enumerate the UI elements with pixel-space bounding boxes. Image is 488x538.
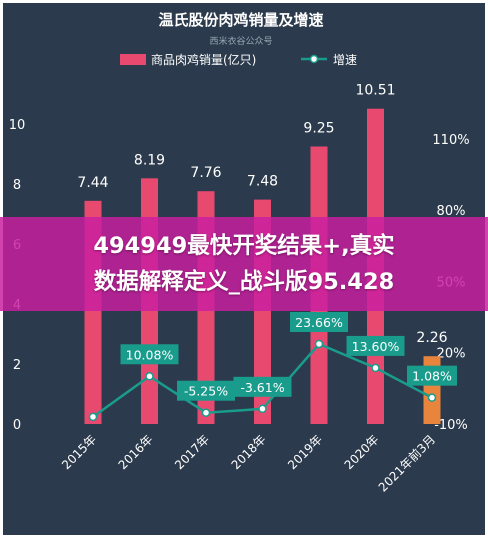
bar-value-label: 8.19 xyxy=(134,152,165,168)
growth-value-label: 1.08% xyxy=(412,369,452,384)
x-tick-label: 2019年 xyxy=(285,432,325,472)
x-tick-label: 2017年 xyxy=(172,432,212,472)
chart: 温氏股份肉鸡销量及增速 西米衣谷公众号 商品肉鸡销量(亿只) 增速 024681… xyxy=(9,11,470,495)
growth-value-label: -5.25% xyxy=(184,384,228,399)
right-tick-label: 110% xyxy=(432,133,469,148)
growth-label-box xyxy=(407,365,457,386)
growth-point xyxy=(258,404,267,414)
growth-label-box xyxy=(346,335,405,356)
growth-value-label: 13.60% xyxy=(352,339,400,354)
growth-point xyxy=(88,412,98,422)
bar-value-label: 9.25 xyxy=(303,121,334,137)
growth-line: 10.08% -5.25% -3.61% 23.66% 13.60% 1.08% xyxy=(88,311,457,422)
x-tick-label: 2018年 xyxy=(229,432,269,472)
x-tick-label: 2020年 xyxy=(342,432,382,472)
growth-point xyxy=(427,393,437,402)
x-tick-label: 2021年前3月 xyxy=(375,432,438,495)
right-tick-label: -10% xyxy=(434,418,468,433)
overlay-banner: 494949最快开奖结果+,真实 数据解释定义_战斗版95.428 xyxy=(0,217,488,311)
banner-line-1: 494949最快开奖结果+,真实 xyxy=(93,233,395,259)
growth-point xyxy=(314,339,324,349)
growth-point xyxy=(145,372,154,381)
chart-subtitle: 西米衣谷公众号 xyxy=(209,35,272,47)
bar-value-label: 2.26 xyxy=(416,330,447,346)
growth-value-label: 10.08% xyxy=(126,347,174,362)
growth-label-box xyxy=(290,311,348,332)
legend-bar-label: 商品肉鸡销量(亿只) xyxy=(151,52,256,67)
legend-line-marker xyxy=(309,54,319,64)
growth-value-label: -3.61% xyxy=(240,380,284,395)
bar-value-label: 7.76 xyxy=(190,165,221,181)
bar-value-label: 7.44 xyxy=(77,175,108,191)
left-tick-label: 0 xyxy=(13,418,21,433)
legend-bar-swatch xyxy=(120,54,146,65)
right-tick-label: 20% xyxy=(437,347,466,362)
banner-line-2: 数据解释定义_战斗版95.428 xyxy=(93,269,395,295)
growth-point xyxy=(201,408,211,417)
legend-line-label: 增速 xyxy=(333,53,357,67)
left-tick-label: 8 xyxy=(13,178,21,193)
x-tick-label: 2015年 xyxy=(59,432,99,472)
legend: 商品肉鸡销量(亿只) 增速 xyxy=(120,52,357,67)
growth-label-box xyxy=(233,376,292,397)
growth-label-box xyxy=(120,344,179,365)
left-tick-label: 10 xyxy=(9,118,26,133)
growth-value-label: 23.66% xyxy=(295,315,343,330)
bar-value-label: 7.48 xyxy=(247,174,278,190)
growth-label-box xyxy=(177,380,235,401)
bar-value-label: 10.51 xyxy=(355,83,395,99)
x-tick-label: 2016年 xyxy=(116,432,156,472)
left-tick-label: 2 xyxy=(13,358,21,373)
bar-labels: 7.44 8.19 7.76 7.48 9.25 10.51 2.26 xyxy=(77,83,447,347)
right-tick-label: 80% xyxy=(437,204,466,219)
chart-title: 温氏股份肉鸡销量及增速 xyxy=(158,11,323,29)
growth-point xyxy=(371,363,380,373)
